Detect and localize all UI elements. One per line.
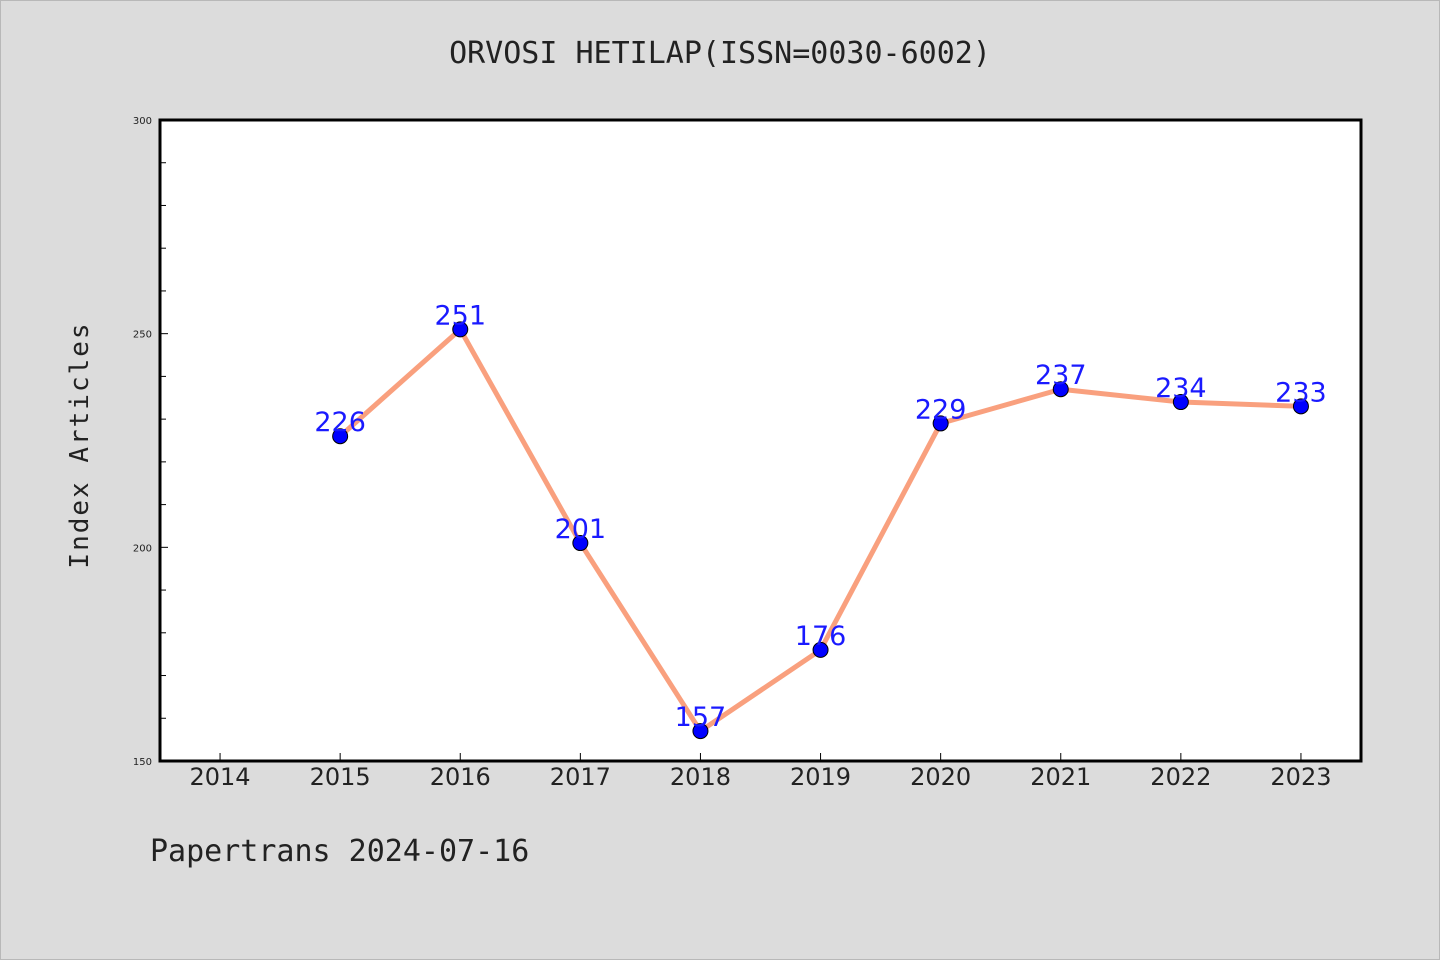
y-tick-label: 200 bbox=[133, 543, 152, 554]
x-tick-label: 2016 bbox=[430, 763, 491, 791]
data-point bbox=[932, 415, 949, 432]
x-tick-label: 2019 bbox=[790, 763, 851, 791]
x-tick-label: 2020 bbox=[910, 763, 971, 791]
data-point bbox=[1172, 394, 1189, 411]
series-points-group bbox=[332, 321, 1309, 740]
footer-watermark: Papertrans 2024-07-16 bbox=[150, 834, 530, 869]
x-tick-label: 2018 bbox=[670, 763, 731, 791]
x-tick-label: 2022 bbox=[1150, 763, 1211, 791]
data-label: 157 bbox=[675, 702, 727, 733]
plot-background bbox=[160, 120, 1361, 761]
data-label: 237 bbox=[1035, 360, 1087, 391]
x-tick-label: 2014 bbox=[190, 763, 251, 791]
data-label: 251 bbox=[434, 300, 486, 331]
data-label: 226 bbox=[314, 407, 366, 438]
data-label: 201 bbox=[555, 514, 607, 545]
x-tick-label: 2021 bbox=[1030, 763, 1091, 791]
series-labels-group: 226 251 201 157 176 229 237 234 233 bbox=[314, 300, 1326, 733]
x-axis-ticks: 2014 2015 2016 2017 2018 2019 2020 2021 2022 2023 bbox=[190, 753, 1331, 791]
plot-border bbox=[158, 118, 1363, 763]
data-point bbox=[1052, 381, 1069, 398]
data-label: 234 bbox=[1155, 373, 1207, 404]
x-tick-label: 2023 bbox=[1270, 763, 1331, 791]
y-tick-label: 250 bbox=[133, 330, 152, 341]
data-label: 233 bbox=[1275, 377, 1327, 408]
data-label: 176 bbox=[795, 621, 847, 652]
data-point bbox=[452, 321, 469, 338]
y-tick-label: 300 bbox=[133, 116, 152, 127]
data-point bbox=[1292, 398, 1309, 415]
y-tick-label: 150 bbox=[133, 757, 152, 768]
data-point bbox=[332, 428, 349, 445]
data-label: 229 bbox=[915, 394, 967, 425]
data-point bbox=[812, 641, 829, 658]
chart-title: ORVOSI HETILAP(ISSN=0030-6002) bbox=[449, 36, 991, 71]
x-tick-label: 2017 bbox=[550, 763, 611, 791]
x-tick-label: 2015 bbox=[310, 763, 371, 791]
data-point bbox=[572, 535, 589, 552]
data-point bbox=[692, 723, 709, 740]
